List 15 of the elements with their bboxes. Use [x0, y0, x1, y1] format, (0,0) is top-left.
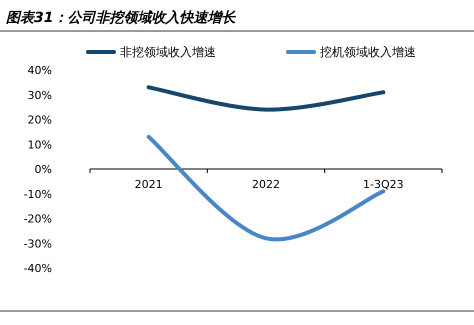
legend-label: 非挖领域收入增速	[120, 45, 216, 59]
x-tick-label: 2021	[134, 178, 163, 191]
y-tick-label: -10%	[24, 188, 52, 201]
y-tick-label: -40%	[24, 262, 52, 275]
y-tick-label: -30%	[24, 237, 52, 250]
legend-label: 挖机领域收入增速	[320, 45, 416, 59]
y-tick-label: -20%	[24, 212, 52, 226]
x-tick-label: 2022	[252, 178, 280, 191]
y-tick-label: 20%	[28, 114, 52, 126]
x-tick-label: 1-3Q23	[363, 178, 404, 191]
title: 图表31：公司非挖领域收入快速增长	[6, 10, 236, 26]
y-tick-label: 30%	[28, 88, 52, 102]
y-tick-label: 0%	[34, 163, 52, 176]
y-tick-label: 40%	[28, 64, 52, 77]
y-tick-label: 10%	[28, 138, 52, 152]
